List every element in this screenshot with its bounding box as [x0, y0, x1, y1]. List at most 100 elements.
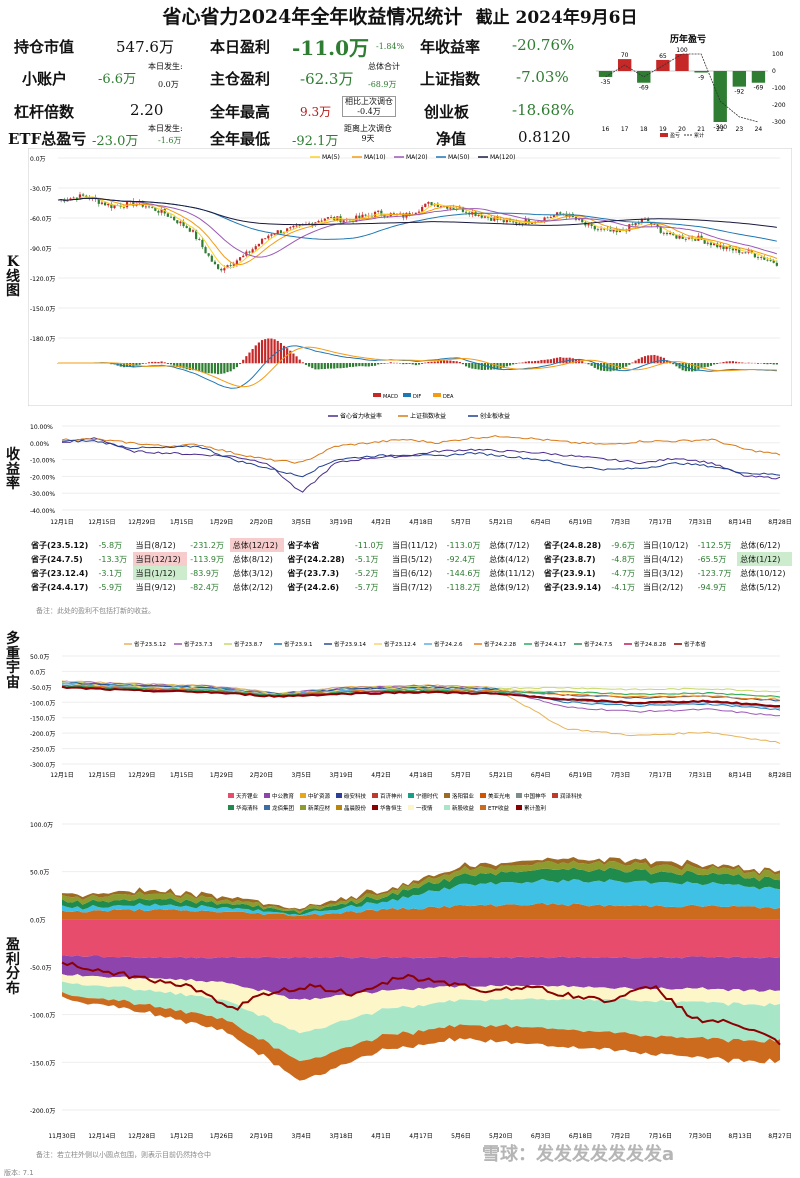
k-candle [414, 212, 417, 215]
macd-bar [772, 363, 775, 365]
annual-bar [694, 71, 708, 73]
macd-bar [188, 363, 191, 370]
k-candle [323, 218, 326, 221]
macd-bar [722, 362, 725, 364]
k-candle [502, 218, 505, 223]
compare-cell: 当日(3/12) [642, 568, 684, 578]
k-candle [292, 225, 295, 228]
k-candle [295, 225, 298, 227]
pnl-side-label: 盈利分布 [6, 937, 20, 998]
macd-bar [687, 363, 691, 372]
k-candle [464, 211, 468, 213]
k-candle [317, 220, 320, 223]
small-today-value: 0.0万 [158, 80, 179, 89]
k-ytick: -60.0万 [30, 216, 52, 223]
pnl-ytick: -200.0万 [30, 1108, 55, 1115]
k-candle [603, 228, 606, 230]
annual-xtick: 22 [716, 126, 724, 133]
k-candle [342, 220, 345, 223]
k-candle [722, 245, 725, 250]
compare-cell: -5.7万 [354, 582, 379, 592]
annual-xtick: 20 [678, 126, 686, 133]
macd-bar [317, 363, 320, 370]
annual-bar-label: 65 [659, 53, 667, 60]
compare-cell: 当日(9/12) [135, 582, 176, 592]
k-candle [637, 223, 640, 224]
k-candle [490, 217, 493, 221]
compare-cell: -3.1万 [98, 568, 123, 578]
k-candle [650, 222, 653, 225]
pnl-legend-swatch [480, 793, 486, 798]
macd-bar [336, 363, 339, 369]
pnl-legend-swatch [336, 793, 342, 798]
macd-bar [421, 363, 424, 364]
k-candle [220, 268, 223, 271]
macd-bar [361, 363, 364, 367]
k-candle [204, 247, 207, 254]
k-candle [254, 246, 257, 250]
k-candle [634, 223, 637, 226]
k-candle [72, 197, 75, 199]
k-candle [615, 229, 618, 233]
compare-table: 省子(23.5.12) -5.8万 当日(8/12) -231.2万 总体(12/12)… [28, 538, 792, 594]
k-candle [628, 224, 631, 232]
pnl-legend-label: ETF收益 [488, 804, 509, 812]
k-candle [452, 207, 455, 209]
macd-bar [195, 363, 198, 371]
macd-bar [399, 363, 402, 364]
k-candle [593, 225, 596, 230]
macd-bar [703, 363, 706, 368]
macd-bar [282, 345, 286, 364]
k-candle [596, 229, 600, 231]
k-candle [100, 202, 104, 204]
k-candle [546, 217, 549, 219]
macd-bar [587, 363, 590, 365]
macd-bar [433, 361, 436, 364]
macd-bar [612, 363, 615, 371]
k-legend-label: MA(120) [490, 154, 515, 161]
pnl-area-pos-1 [62, 878, 780, 917]
pnl-legend-label: 华海清科 [236, 804, 259, 812]
today-value: -11.0万 [292, 36, 370, 60]
compare-cell: 当日(7/12) [391, 582, 433, 592]
compare-cell: -5.2万 [354, 568, 379, 578]
k-candle [229, 265, 232, 266]
compare-cell: -82.4万 [190, 582, 219, 592]
k-candle [590, 224, 593, 226]
k-candle [154, 207, 157, 211]
macd-bar [304, 363, 308, 365]
k-candle [744, 252, 747, 254]
pnl-area-pos-0 [62, 902, 780, 920]
compare-cell: 总体(11/12) [489, 568, 535, 578]
pnl-legend-label: 洛阳钼业 [452, 792, 475, 800]
pnl-xtick: 7月30日 [688, 1133, 711, 1140]
rate-legend-label: 创业板收益 [480, 412, 510, 420]
macd-bar [235, 363, 239, 368]
multi-legend-label: 省子23.5.12 [134, 640, 166, 648]
pnl-legend-swatch [408, 793, 414, 798]
pnl-legend-label: 华鲁恒生 [380, 804, 403, 812]
etf-today-label: 本日发生: [148, 124, 183, 133]
k-candle [446, 205, 449, 209]
k-candle [188, 228, 191, 232]
compare-cell: 省子(24.2.6) [287, 582, 340, 592]
rate-xtick: 6月4日 [531, 519, 551, 526]
pnl-xtick: 6月18日 [569, 1133, 592, 1140]
k-ytick: -180.0万 [30, 336, 55, 343]
macd-bar [521, 362, 524, 364]
k-candle [320, 220, 323, 222]
sh-label: 上证指数 [420, 70, 481, 88]
pnl-xtick: 8月27日 [768, 1133, 791, 1140]
multi-ytick: -100.0万 [30, 700, 55, 707]
macd-bar [377, 363, 380, 365]
multi-line-11 [61, 685, 781, 708]
multi-xtick: 1月15日 [170, 772, 193, 779]
macd-bar [169, 363, 173, 365]
pnl-xtick: 5月20日 [489, 1133, 512, 1140]
multi-legend-label: 省子24.2.6 [434, 640, 463, 648]
macd-bar [650, 355, 653, 364]
multi-legend-label: 省子24.8.28 [634, 640, 666, 648]
k-candle [223, 268, 226, 271]
annual-bar-label: -300 [713, 124, 727, 131]
compare-cell: -5.8万 [98, 540, 123, 550]
